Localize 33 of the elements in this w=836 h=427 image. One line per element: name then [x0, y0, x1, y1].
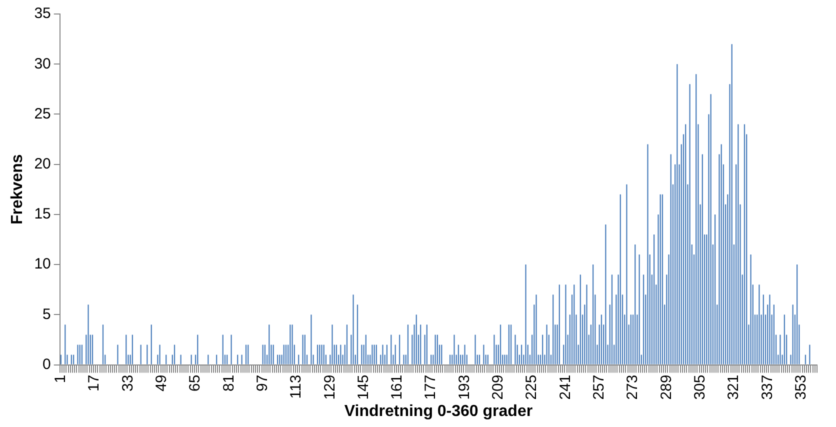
x-tick-label: 209 — [490, 374, 507, 400]
x-tick-label: 177 — [422, 374, 440, 400]
x-tick-label: 145 — [354, 374, 372, 400]
x-tick-label: 241 — [556, 374, 574, 400]
x-tick-label: 65 — [186, 374, 204, 392]
x-tick-label: 225 — [523, 374, 540, 400]
y-tick-label: 15 — [34, 206, 51, 223]
x-tick-label: 193 — [456, 374, 473, 400]
x-tick-label: 273 — [624, 374, 642, 400]
x-tick-label: 289 — [658, 374, 675, 400]
x-tick-label: 305 — [691, 374, 708, 400]
x-tick-label: 321 — [725, 374, 742, 400]
x-tick-label: 353 — [792, 374, 810, 400]
x-tick-label: 81 — [220, 374, 238, 392]
y-tick-label: 25 — [34, 105, 51, 122]
y-tick-label: 20 — [34, 155, 51, 172]
y-tick-label: 5 — [42, 306, 51, 323]
y-tick-label: 30 — [34, 55, 51, 72]
x-tick-label: 49 — [153, 374, 170, 392]
x-tick-label: 1 — [52, 374, 70, 384]
x-tick-label: 129 — [321, 374, 338, 400]
x-tick-label: 257 — [590, 374, 608, 400]
x-tick-label: 17 — [86, 374, 103, 392]
y-tick-label: 10 — [34, 256, 51, 273]
x-tick-label: 113 — [288, 374, 305, 399]
x-tick-label: 161 — [388, 374, 406, 400]
y-tick-label: 0 — [42, 356, 51, 373]
x-tick-label: 33 — [119, 374, 136, 392]
y-axis-title: Frekvens — [9, 154, 26, 225]
x-axis-title: Vindretning 0-360 grader — [344, 402, 533, 420]
y-tick-label: 35 — [34, 5, 51, 22]
x-tick-label: 337 — [758, 374, 776, 400]
x-tick-label: 97 — [254, 374, 271, 392]
